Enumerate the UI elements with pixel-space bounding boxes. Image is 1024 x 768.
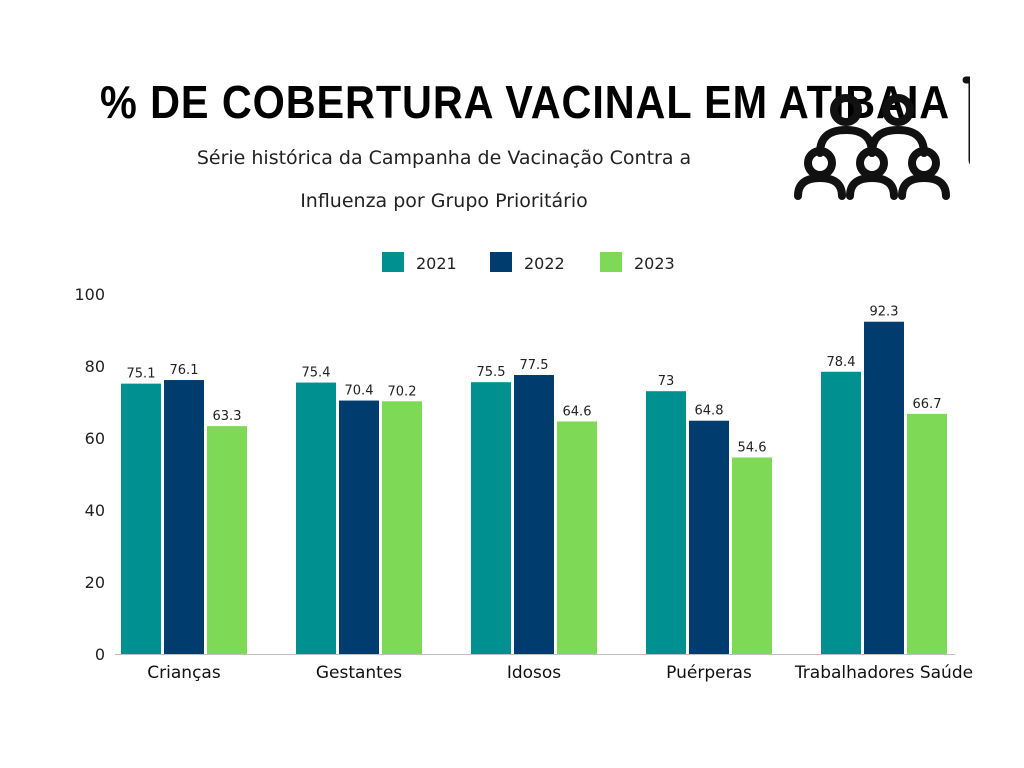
legend-label: 2021 [416, 254, 457, 273]
bar-2021-4 [821, 371, 861, 654]
value-labels: 75.1 75.4 75.5 73 78.4 76.1 70.4 77.5 64.8 92.3 63… [127, 305, 942, 456]
legend-label: 2023 [634, 254, 675, 273]
bar-2022-4 [864, 321, 904, 654]
data-label: 70.2 [388, 384, 417, 399]
y-tick-label: 60 [85, 429, 105, 448]
data-label: 92.3 [870, 305, 899, 320]
legend-swatch-2022 [490, 252, 512, 272]
bar-2022-1 [339, 400, 379, 654]
bar-2022-2 [514, 375, 554, 654]
data-label: 75.1 [127, 367, 156, 382]
chart-subtitle-line-2: Influenza por Grupo Prioritário [300, 190, 588, 212]
bar-2021-3 [646, 391, 686, 654]
bar-2021-2 [471, 382, 511, 654]
category-label: Trabalhadores Saúde [794, 663, 973, 683]
bar-2021-0 [121, 383, 161, 654]
data-label: 64.6 [563, 404, 592, 419]
category-label: Idosos [507, 663, 561, 683]
y-tick-label: 20 [85, 573, 105, 592]
legend: 2021 2022 2023 [382, 252, 675, 273]
bar-2023-2 [557, 421, 597, 654]
data-label: 75.4 [302, 366, 331, 381]
data-label: 64.8 [695, 404, 724, 419]
category-label: Crianças [147, 663, 221, 683]
category-label: Puérperas [666, 663, 752, 683]
people-and-syringe-icon [794, 76, 970, 200]
data-label: 63.3 [213, 409, 242, 424]
y-tick-label: 100 [74, 285, 105, 304]
bar-2023-3 [732, 457, 772, 654]
y-axis: 0 20 40 60 80 100 [74, 285, 105, 664]
data-label: 54.6 [738, 440, 767, 455]
data-label: 77.5 [520, 358, 549, 373]
legend-swatch-2023 [600, 252, 622, 272]
data-label: 75.5 [477, 365, 506, 380]
x-axis: Crianças Gestantes Idosos Puérperas Trabalha… [115, 654, 973, 683]
y-tick-label: 0 [95, 645, 105, 664]
data-label: 78.4 [827, 355, 856, 370]
bar-2023-1 [382, 401, 422, 654]
y-tick-label: 40 [85, 501, 105, 520]
data-label: 66.7 [913, 397, 942, 412]
data-label: 70.4 [345, 384, 374, 399]
data-label: 73 [658, 374, 675, 389]
legend-label: 2022 [524, 254, 565, 273]
y-tick-label: 80 [85, 357, 105, 376]
data-label: 76.1 [170, 363, 199, 378]
bar-2023-4 [907, 413, 947, 654]
bars [121, 321, 947, 654]
category-label: Gestantes [316, 663, 402, 683]
bar-2023-0 [207, 426, 247, 654]
legend-swatch-2021 [382, 252, 404, 272]
bar-2022-3 [689, 420, 729, 654]
bar-2021-1 [296, 382, 336, 654]
chart-subtitle-line-1: Série histórica da Campanha de Vacinação… [196, 147, 692, 169]
bar-2022-0 [164, 380, 204, 654]
